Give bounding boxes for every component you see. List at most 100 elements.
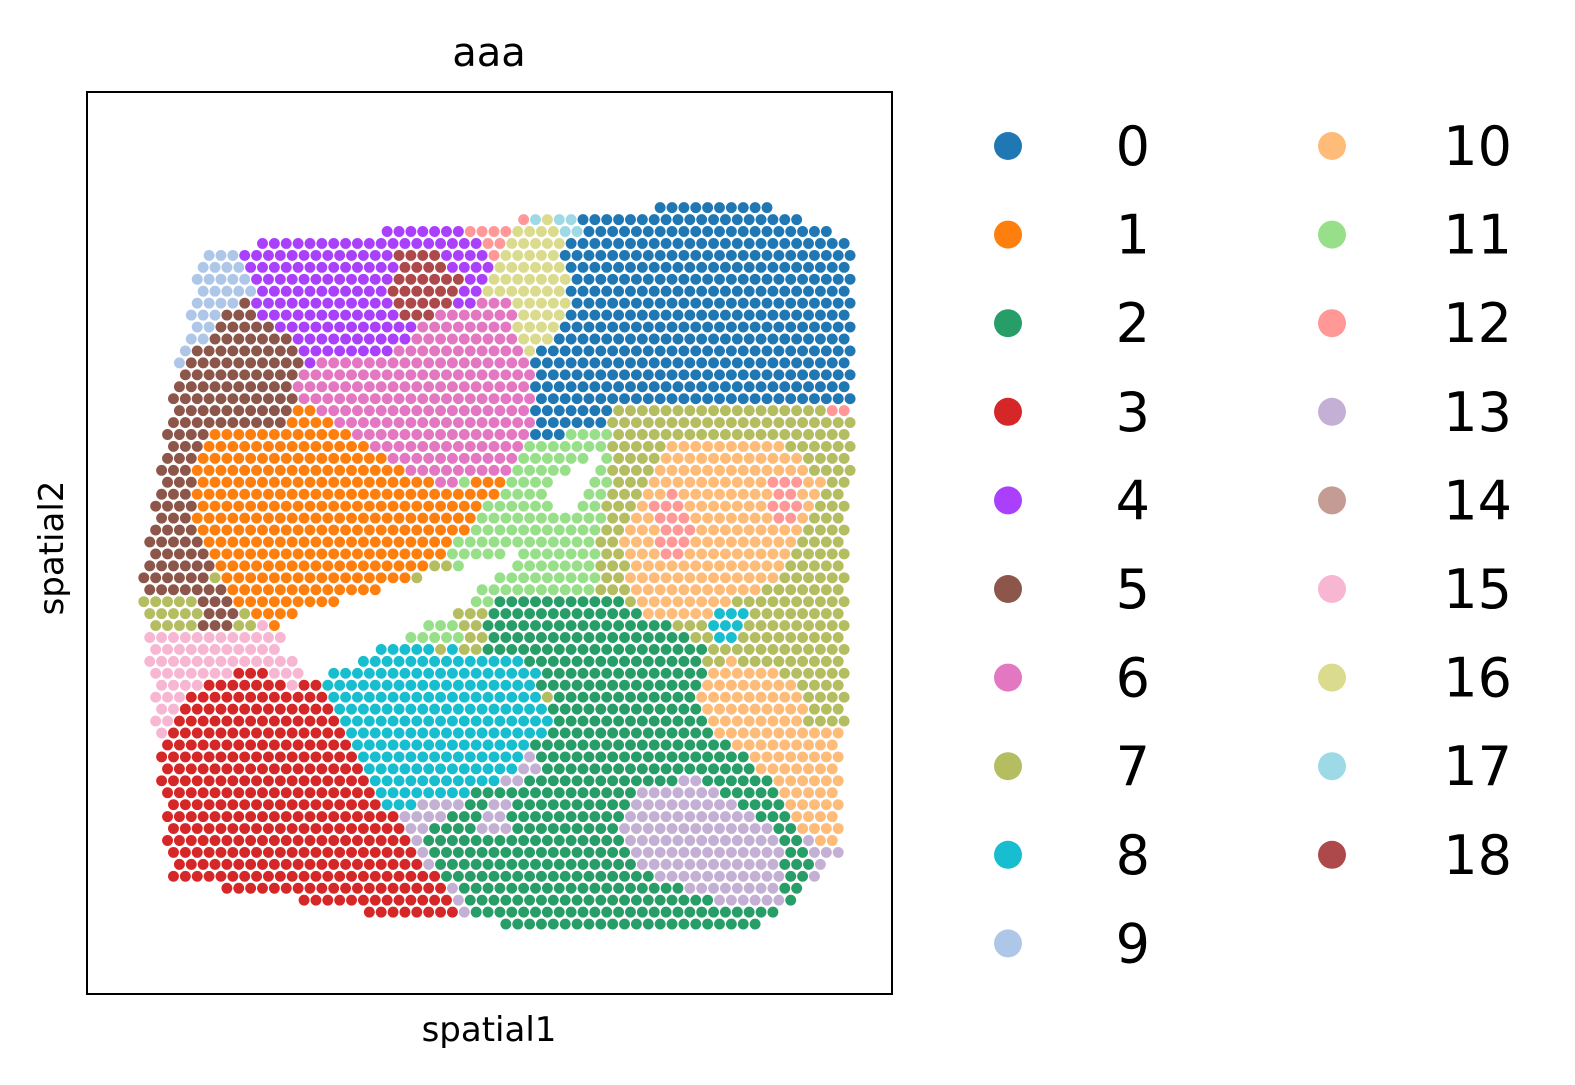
spot-cluster-1 bbox=[334, 536, 346, 548]
spot-cluster-7 bbox=[814, 548, 826, 560]
spot-cluster-7 bbox=[791, 548, 803, 560]
spot-cluster-3 bbox=[316, 763, 328, 775]
spot-cluster-8 bbox=[381, 727, 393, 739]
spot-cluster-2 bbox=[565, 739, 577, 751]
spot-cluster-2 bbox=[595, 655, 607, 667]
spot-cluster-1 bbox=[316, 476, 328, 488]
spot-cluster-7 bbox=[832, 440, 844, 452]
spot-cluster-6 bbox=[411, 452, 423, 464]
spot-cluster-4 bbox=[369, 249, 381, 261]
spot-cluster-13 bbox=[755, 835, 767, 846]
spot-cluster-6 bbox=[375, 381, 387, 393]
spot-cluster-8 bbox=[446, 763, 458, 775]
spot-cluster-2 bbox=[446, 858, 458, 870]
spot-cluster-6 bbox=[446, 429, 458, 440]
spot-cluster-6 bbox=[494, 333, 506, 345]
spot-cluster-0 bbox=[803, 261, 814, 273]
spot-cluster-7 bbox=[470, 620, 482, 632]
spot-cluster-8 bbox=[464, 727, 476, 739]
spot-cluster-0 bbox=[767, 333, 779, 345]
spot-cluster-8 bbox=[411, 667, 423, 679]
spot-cluster-3 bbox=[173, 763, 185, 775]
spot-cluster-11 bbox=[429, 632, 441, 643]
spot-cluster-2 bbox=[660, 882, 672, 894]
spot-cluster-2 bbox=[518, 858, 530, 870]
spot-cluster-3 bbox=[227, 751, 239, 763]
spot-cluster-12 bbox=[672, 524, 684, 536]
spot-cluster-5 bbox=[162, 476, 173, 488]
spot-cluster-0 bbox=[820, 249, 832, 261]
spot-cluster-13 bbox=[660, 811, 672, 823]
legend-label-15: 15 bbox=[1443, 558, 1512, 621]
spot-cluster-2 bbox=[755, 787, 767, 799]
spot-cluster-11 bbox=[589, 500, 601, 512]
spot-cluster-13 bbox=[684, 787, 696, 799]
spot-cluster-2 bbox=[654, 703, 666, 715]
spot-cluster-0 bbox=[820, 369, 832, 381]
spot-cluster-16 bbox=[530, 238, 541, 249]
spot-cluster-11 bbox=[458, 548, 470, 560]
spot-cluster-3 bbox=[328, 739, 340, 751]
spot-cluster-0 bbox=[690, 321, 702, 333]
spot-cluster-2 bbox=[577, 643, 589, 655]
spot-cluster-11 bbox=[500, 536, 512, 548]
spot-cluster-5 bbox=[274, 369, 286, 381]
spot-cluster-8 bbox=[352, 691, 363, 703]
spot-cluster-7 bbox=[820, 536, 832, 548]
spot-cluster-0 bbox=[607, 226, 619, 237]
spot-cluster-2 bbox=[595, 727, 607, 739]
spot-cluster-4 bbox=[375, 261, 387, 273]
spot-cluster-18 bbox=[387, 285, 399, 297]
legend-marker-5 bbox=[994, 575, 1022, 603]
spot-cluster-6 bbox=[399, 429, 411, 440]
spot-cluster-0 bbox=[619, 249, 630, 261]
spot-cluster-11 bbox=[565, 572, 577, 584]
spot-cluster-3 bbox=[328, 835, 340, 846]
spot-cluster-2 bbox=[535, 918, 547, 930]
spot-cluster-2 bbox=[535, 846, 547, 858]
spot-cluster-7 bbox=[613, 500, 625, 512]
spot-cluster-3 bbox=[316, 882, 328, 894]
spot-cluster-6 bbox=[375, 405, 387, 417]
spot-cluster-2 bbox=[601, 787, 613, 799]
spot-cluster-8 bbox=[458, 763, 470, 775]
spot-cluster-2 bbox=[654, 655, 666, 667]
spot-cluster-3 bbox=[239, 823, 251, 834]
spot-cluster-7 bbox=[749, 608, 761, 620]
spot-cluster-11 bbox=[553, 548, 565, 560]
spot-cluster-0 bbox=[702, 226, 714, 237]
spot-cluster-7 bbox=[619, 584, 630, 596]
spot-cluster-10 bbox=[714, 488, 725, 500]
spot-cluster-1 bbox=[280, 548, 292, 560]
spot-cluster-5 bbox=[173, 429, 185, 440]
spot-cluster-0 bbox=[814, 381, 826, 393]
spot-cluster-2 bbox=[755, 906, 767, 918]
spot-cluster-4 bbox=[298, 345, 310, 357]
spot-cluster-15 bbox=[144, 655, 156, 667]
spot-cluster-8 bbox=[482, 715, 494, 727]
spot-cluster-3 bbox=[399, 906, 411, 918]
spot-cluster-2 bbox=[642, 632, 654, 643]
spot-cluster-4 bbox=[363, 333, 375, 345]
spot-cluster-0 bbox=[642, 249, 654, 261]
spot-cluster-2 bbox=[785, 846, 797, 858]
spot-cluster-9 bbox=[203, 249, 215, 261]
spot-cluster-5 bbox=[215, 321, 227, 333]
spot-cluster-12 bbox=[779, 476, 791, 488]
spot-cluster-11 bbox=[500, 512, 512, 524]
spot-cluster-11 bbox=[577, 500, 589, 512]
spot-cluster-2 bbox=[660, 667, 672, 679]
spot-cluster-1 bbox=[417, 488, 429, 500]
spot-cluster-6 bbox=[292, 381, 304, 393]
spot-cluster-8 bbox=[423, 787, 435, 799]
spot-cluster-7 bbox=[803, 667, 814, 679]
spot-cluster-2 bbox=[749, 799, 761, 811]
spot-cluster-0 bbox=[708, 214, 720, 226]
spot-cluster-7 bbox=[820, 608, 832, 620]
spot-cluster-6 bbox=[429, 393, 441, 405]
spot-cluster-8 bbox=[346, 727, 357, 739]
spot-cluster-7 bbox=[441, 560, 452, 572]
spot-cluster-13 bbox=[731, 882, 743, 894]
spot-cluster-0 bbox=[684, 357, 696, 369]
spot-cluster-1 bbox=[423, 548, 435, 560]
